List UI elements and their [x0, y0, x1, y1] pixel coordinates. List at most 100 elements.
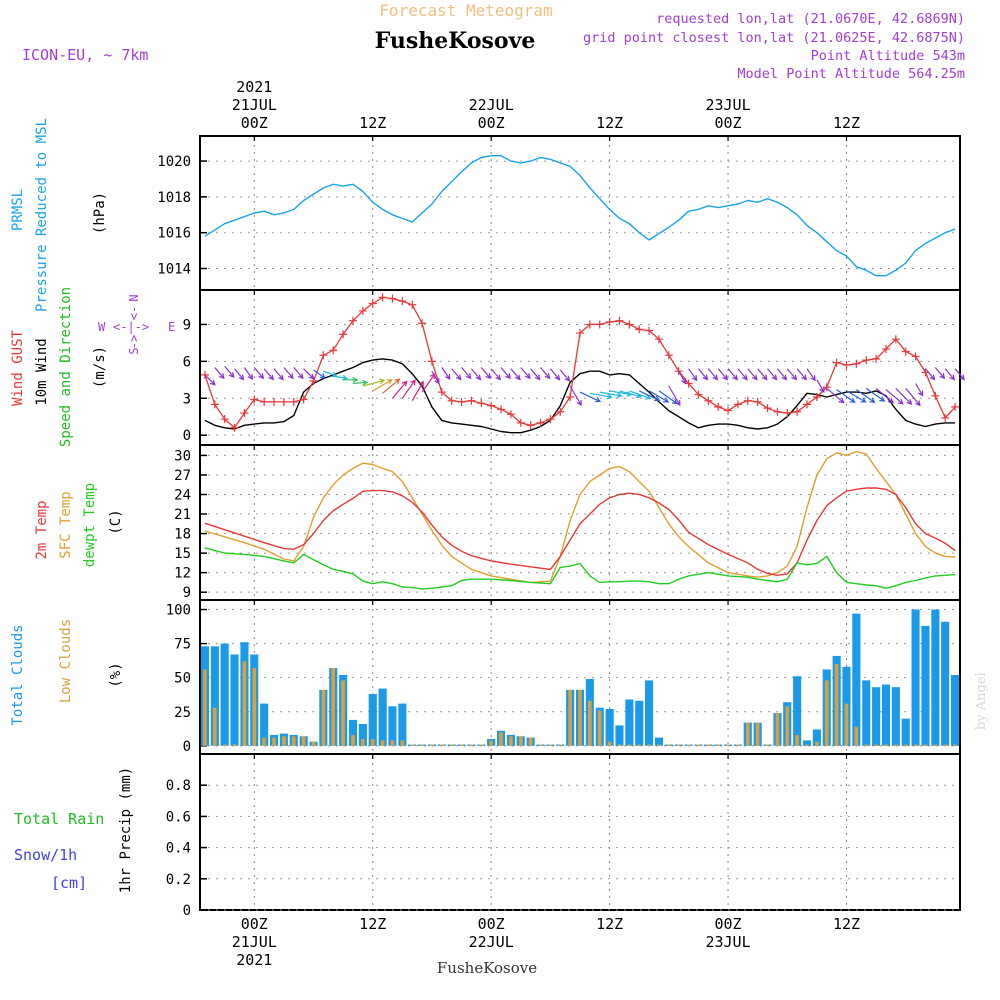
gust-marker: [576, 329, 584, 338]
total-cloud-bar: [862, 680, 871, 746]
gust-marker: [497, 405, 506, 414]
low-cloud-bar: [686, 744, 691, 746]
y-tick-label: 24: [174, 487, 191, 503]
low-cloud-bar: [252, 668, 257, 746]
low-cloud-bar: [864, 744, 868, 746]
bottom-time-label: 00Z: [478, 915, 505, 933]
pressure-series-line: [204, 154, 956, 277]
compass-arrow-s: ->: [127, 335, 141, 349]
wind-direction-arrow: [530, 368, 541, 381]
low-cloud-bar: [795, 734, 799, 746]
watermark: by Angel: [974, 672, 989, 730]
gust-marker: [605, 317, 614, 326]
gust-marker: [319, 351, 328, 360]
wind-direction-arrow: [944, 368, 956, 381]
temp-dewpt-label: dewpt Temp: [82, 483, 98, 567]
low-cloud-bar: [874, 744, 878, 746]
wind-direction-arrow: [243, 367, 254, 381]
low-cloud-bar: [834, 664, 839, 746]
gust-marker: [595, 320, 604, 329]
gust-marker: [240, 409, 249, 418]
bottom-time-label: 22JUL: [469, 933, 514, 951]
wind-direction-arrow: [875, 387, 894, 404]
low-cloud-bar: [894, 744, 898, 746]
wind-direction-arrow: [214, 367, 225, 380]
gust-marker: [418, 319, 427, 328]
wind-direction-arrow: [421, 373, 436, 393]
y-tick-label: 9: [183, 585, 191, 601]
precip-rain-label: Total Rain: [14, 810, 104, 828]
wind-direction-arrow: [836, 389, 856, 404]
top-time-label: 12Z: [833, 114, 860, 132]
gust-marker: [832, 358, 841, 367]
total-cloud-bar: [230, 654, 239, 746]
low-cloud-bar: [854, 726, 859, 746]
clouds-unit-label: (%): [108, 662, 124, 687]
gust-marker: [664, 351, 673, 360]
gust-marker: [526, 421, 535, 430]
low-cloud-bar: [657, 744, 661, 746]
low-cloud-bar: [923, 744, 928, 746]
y-tick-label: 1020: [157, 154, 191, 170]
low-cloud-bar: [913, 744, 918, 746]
total-cloud-bar: [812, 729, 821, 746]
wind-unit-label: (m/s): [92, 346, 108, 388]
low-cloud-bar: [607, 741, 612, 746]
low-cloud-bar: [459, 744, 464, 746]
wind-direction-arrow: [224, 365, 235, 378]
temp2m-series-line: [204, 487, 956, 576]
y-tick-label: 12: [174, 566, 191, 582]
plot-layer: 1014 1016 1018 1020 0 3 6 9 9 12 15 18 21 24 27 30 0 25 50…: [10, 78, 965, 969]
gust-marker: [852, 359, 861, 368]
compass-n: N: [127, 294, 141, 301]
low-clouds-label: Low Clouds: [58, 619, 74, 703]
wind-direction-arrow: [846, 390, 867, 403]
low-cloud-bar: [341, 680, 345, 746]
low-cloud-bar: [676, 744, 681, 746]
wind-direction-arrow: [303, 368, 315, 380]
gust-marker: [516, 418, 525, 427]
wind-direction-arrow: [954, 368, 965, 381]
wind-direction-arrow: [343, 376, 359, 383]
compass-s: S: [127, 347, 141, 354]
top-time-label: 00Z: [241, 114, 268, 132]
low-cloud-bar: [588, 700, 592, 746]
low-cloud-bar: [222, 744, 227, 746]
wind-direction-arrow: [648, 390, 670, 403]
low-cloud-bar: [291, 736, 296, 746]
gust-marker: [635, 325, 644, 334]
low-cloud-bar: [232, 744, 237, 746]
low-cloud-bar: [903, 744, 908, 746]
y-tick-label: 0: [183, 428, 191, 444]
wind-direction-arrow: [283, 367, 294, 380]
wind-direction-arrow: [500, 367, 511, 380]
gust-marker: [250, 395, 259, 404]
point-altitude: Point Altitude 543m: [811, 48, 965, 64]
wind-direction-arrow: [816, 379, 825, 393]
y-tick-label: 3: [183, 391, 191, 407]
y-tick-label: 21: [174, 507, 191, 523]
compass-e: E: [168, 320, 175, 334]
low-cloud-bar: [430, 744, 434, 746]
gust-marker: [773, 407, 782, 416]
gust-marker: [704, 396, 713, 405]
y-tick-label: 1014: [157, 262, 191, 278]
wind-direction-arrow: [856, 389, 876, 404]
wind-direction-arrow: [293, 367, 304, 380]
wind-10m-label: 10m Wind: [34, 338, 50, 405]
gust-marker: [654, 335, 663, 344]
footer-location: FusheKosove: [437, 959, 537, 977]
gust-marker: [220, 415, 229, 424]
wind-direction-arrow: [352, 379, 369, 386]
total-cloud-bar: [872, 687, 881, 746]
wind-direction-arrow: [609, 390, 633, 397]
gust-marker: [398, 297, 407, 306]
total-cloud-bar: [388, 706, 397, 746]
wind-direction-arrow: [362, 378, 386, 387]
wind-direction-arrow: [826, 387, 845, 404]
gust-marker: [931, 391, 940, 400]
bottom-time-label: 00Z: [241, 915, 268, 933]
y-tick-label: 0.6: [166, 809, 191, 825]
wind-direction-arrow: [707, 368, 719, 381]
gust-marker: [783, 409, 792, 418]
